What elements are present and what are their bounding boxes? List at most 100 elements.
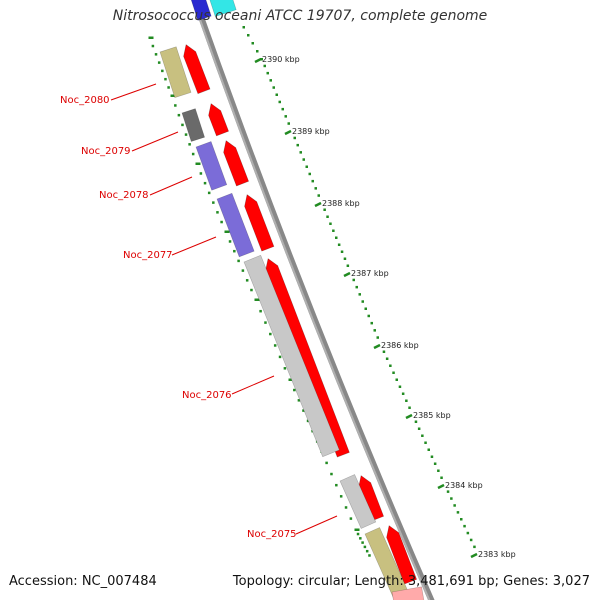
minor-tick-dot: [364, 307, 367, 310]
minor-tick-dot: [421, 434, 424, 437]
inner-tick-dot: [297, 399, 301, 402]
minor-tick-dot: [382, 350, 386, 353]
minor-tick-dot: [335, 236, 338, 239]
minor-tick-dot: [473, 545, 476, 549]
minor-tick-dot: [358, 293, 361, 296]
tick-label: 2388 kbp: [322, 199, 360, 208]
major-tick-mark: [470, 552, 478, 559]
forward-cds-arrow: [183, 44, 211, 95]
gene-bar: [339, 474, 377, 529]
inner-tick-dot: [170, 94, 176, 97]
inner-tick-dot: [259, 309, 262, 313]
minor-tick-dot: [296, 143, 299, 147]
tick-label: 2389 kbp: [292, 127, 330, 136]
inner-tick-dot: [278, 355, 282, 359]
inner-tick-dot: [359, 537, 362, 540]
forward-cds-arrow: [244, 194, 275, 252]
minor-tick-dot: [440, 476, 443, 479]
inner-tick-dot: [293, 388, 296, 392]
gene-bar: [216, 192, 255, 258]
gene-label[interactable]: Noc_2080: [60, 95, 110, 106]
minor-tick-dot: [314, 187, 317, 190]
minor-tick-dot: [405, 399, 408, 402]
minor-tick-dot: [408, 406, 411, 409]
gene-bar: [391, 586, 425, 600]
minor-tick-dot: [466, 531, 470, 535]
tick-label: 2387 kbp: [351, 269, 389, 278]
gene-label[interactable]: Noc_2076: [182, 390, 232, 401]
gene-bar: [159, 46, 192, 99]
major-tick-mark: [314, 201, 322, 208]
gene-layer: [159, 0, 425, 600]
minor-tick-dot: [427, 448, 430, 451]
major-tick-mark: [437, 483, 445, 490]
minor-tick-dot: [299, 151, 302, 154]
major-tick-mark: [343, 271, 351, 278]
major-tick-mark: [405, 413, 413, 420]
gene-bar: [187, 0, 212, 21]
inner-tick-dot: [167, 86, 170, 89]
inner-tick-dot: [195, 162, 201, 165]
inner-tick-dot: [233, 249, 236, 253]
minor-tick-dot: [392, 371, 395, 374]
minor-tick-dot: [293, 136, 296, 140]
genome-backbone-highlight: [191, 0, 431, 600]
inner-tick-dot: [330, 472, 333, 476]
minor-tick-dot: [281, 107, 284, 111]
gene-bar: [181, 108, 205, 142]
minor-tick-dot: [251, 42, 254, 45]
gene-leader-line: [171, 236, 217, 256]
minor-tick-dot: [398, 385, 402, 388]
minor-tick-dot: [275, 93, 278, 96]
inner-tick-dot: [174, 104, 177, 107]
inner-tick-dot: [325, 461, 328, 465]
inner-tick-dot: [216, 211, 219, 214]
minor-tick-dot: [340, 250, 344, 253]
gene-label[interactable]: Noc_2077: [123, 250, 173, 261]
inner-tick-dot: [228, 240, 232, 243]
inner-tick-dot: [273, 344, 277, 347]
minor-tick-dot: [287, 122, 290, 125]
minor-tick-dot: [263, 64, 266, 68]
inner-tick-dot: [288, 378, 294, 381]
major-tick-mark: [284, 129, 292, 136]
minor-tick-dot: [242, 26, 245, 29]
forward-cds-arrow: [265, 258, 350, 458]
gene-label[interactable]: Noc_2079: [81, 146, 131, 157]
minor-tick-dot: [332, 229, 335, 232]
gene-leader-line: [231, 375, 275, 395]
label-layer: Noc_2080 Noc_2079 Noc_2078 Noc_2077 Noc_2076…: [60, 83, 338, 540]
inner-tick-dot: [181, 123, 184, 127]
minor-tick-dot: [450, 497, 453, 500]
minor-tick-dot: [361, 300, 364, 303]
minor-tick-dot: [373, 329, 376, 332]
gene-label[interactable]: Noc_2078: [99, 190, 149, 201]
inner-tick-dot: [212, 201, 215, 204]
inner-tick-dot: [207, 191, 211, 195]
minor-tick-dot: [355, 285, 358, 289]
minor-tick-dot: [311, 179, 314, 183]
minor-tick-dot: [401, 392, 405, 395]
inner-tick-dot: [161, 69, 164, 73]
gene-leader-line: [110, 83, 157, 101]
tick-label: 2384 kbp: [445, 481, 483, 490]
inner-tick-dot: [306, 419, 310, 423]
tick-layer: 2390 kbp 2389 kbp 2388 kbp 2387 kbp 2386 kbp…: [148, 26, 516, 559]
gene-leader-line: [149, 176, 193, 196]
gene-label[interactable]: Noc_2075: [247, 529, 297, 540]
minor-tick-dot: [343, 257, 347, 260]
tick-label: 2386 kbp: [381, 341, 419, 350]
inner-tick-dot: [269, 332, 272, 336]
minor-tick-dot: [376, 336, 379, 339]
accession-text: Accession: NC_007484: [9, 574, 157, 589]
inner-tick-dot: [344, 506, 348, 509]
forward-cds-arrow: [386, 525, 418, 585]
inner-tick-dot: [283, 367, 287, 370]
minor-tick-dot: [260, 58, 263, 61]
gene-leader-line: [131, 131, 179, 152]
minor-tick-dot: [329, 222, 332, 225]
minor-tick-dot: [326, 215, 329, 218]
backbone-layer: [191, 0, 435, 600]
minor-tick-dot: [269, 79, 272, 82]
minor-tick-dot: [305, 165, 308, 168]
